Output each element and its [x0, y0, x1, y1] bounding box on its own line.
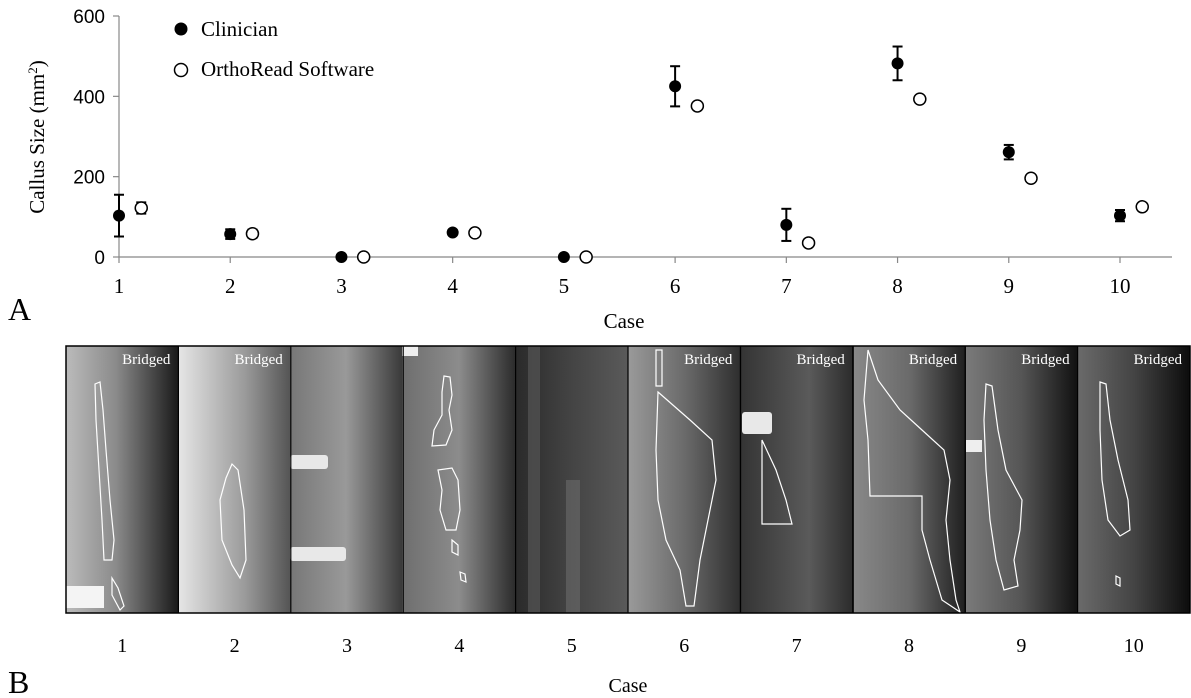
- y-tick-label: 200: [73, 168, 105, 189]
- panel-b-x-axis-label: Case: [609, 675, 648, 697]
- clinician-point: [1002, 146, 1015, 159]
- case-label: 8: [904, 635, 914, 657]
- orthoread-point: [468, 226, 482, 240]
- y-tick-label: 400: [73, 87, 105, 108]
- clinician-point: [669, 80, 682, 93]
- radiograph-case-3: [290, 346, 402, 613]
- case-label: 3: [342, 635, 352, 657]
- x-tick-label: 6: [670, 274, 681, 298]
- radiograph-case-10: [1078, 346, 1190, 613]
- radiograph-case-7: [742, 346, 854, 613]
- x-ticks: 1 2 3 4 5 6 7 8 9 10: [114, 257, 1131, 298]
- bridged-tag: Bridged: [684, 352, 733, 368]
- case-label: 2: [230, 635, 240, 657]
- case-label: 6: [679, 635, 689, 657]
- x-tick-label: 10: [1110, 274, 1131, 298]
- y-ticks: 0 200 400 600: [73, 7, 119, 269]
- case-label: 9: [1016, 635, 1026, 657]
- data-points: [113, 45, 1149, 264]
- legend-marker-clinician: [174, 22, 188, 36]
- radiograph-case-9: [966, 346, 1078, 613]
- legend: Clinician OrthoRead Software: [173, 17, 374, 81]
- clinician-point: [780, 218, 793, 231]
- y-tick-label: 0: [94, 248, 105, 269]
- clinician-point: [891, 57, 904, 70]
- panel-a-label: A: [8, 291, 31, 327]
- y-tick-label: 600: [73, 7, 105, 28]
- panel-b-label: B: [8, 664, 29, 698]
- radiograph-case-8: [854, 346, 966, 614]
- x-tick-label: 1: [114, 274, 125, 298]
- orthoread-point: [913, 92, 927, 106]
- bridged-tag: Bridged: [909, 352, 958, 368]
- orthoread-point: [801, 236, 816, 250]
- orthoread-point: [1135, 200, 1149, 214]
- orthoread-point: [356, 250, 371, 264]
- clinician-point: [557, 251, 570, 263]
- clinician-point: [446, 226, 459, 239]
- case-label: 5: [567, 635, 577, 657]
- orthoread-point: [245, 226, 260, 241]
- x-tick-label: 4: [447, 274, 458, 298]
- orthoread-point: [1024, 171, 1038, 186]
- clinician-point: [335, 251, 348, 263]
- case-label: 1: [117, 635, 127, 657]
- clinician-point: [113, 209, 125, 222]
- x-tick-label: 3: [336, 274, 347, 298]
- case-label: 4: [454, 635, 464, 657]
- x-tick-label: 7: [781, 274, 792, 298]
- orthoread-point: [690, 99, 705, 113]
- case-number-labels: 1 2 3 4 5 6 7 8 9 10: [117, 635, 1144, 657]
- orthoread-point: [134, 201, 148, 215]
- bridged-tag: Bridged: [1134, 352, 1183, 368]
- radiograph-case-1: [66, 346, 178, 613]
- radiograph-case-6: [628, 346, 742, 613]
- bridged-tag: Bridged: [122, 352, 171, 368]
- x-tick-label: 2: [225, 274, 236, 298]
- bridged-tags: Bridged Bridged Bridged Bridged Bridged Bridg…: [122, 352, 1182, 368]
- panel-dividers: [177, 346, 1079, 613]
- bridged-tag: Bridged: [234, 352, 283, 368]
- radiograph-case-2: [178, 346, 290, 613]
- x-tick-label: 5: [559, 274, 570, 298]
- x-tick-label: 9: [1004, 274, 1015, 298]
- case-label: 10: [1124, 635, 1144, 657]
- legend-marker-orthoread: [173, 62, 189, 78]
- y-axis-label: Callus Size (mm2): [25, 60, 49, 214]
- legend-label-orthoread: OrthoRead Software: [201, 57, 374, 81]
- bridged-tag: Bridged: [1021, 352, 1070, 368]
- clinician-point: [224, 228, 237, 241]
- x-tick-label: 8: [892, 274, 903, 298]
- clinician-point: [1114, 209, 1126, 222]
- orthoread-point: [579, 250, 593, 264]
- bridged-tag: Bridged: [796, 352, 845, 368]
- legend-label-clinician: Clinician: [201, 17, 278, 41]
- radiograph-case-5: [516, 346, 628, 613]
- radiograph-strip: Bridged Bridged Bridged Bridged Bridged Bridg…: [65, 345, 1191, 614]
- x-axis-label: Case: [604, 309, 645, 333]
- radiograph-case-4: [402, 346, 516, 613]
- callus-size-chart: 0 200 400 600 1 2 3 4 5 6 7 8 9 10 Callus Size (mm2)…: [25, 7, 1172, 333]
- case-label: 7: [792, 635, 802, 657]
